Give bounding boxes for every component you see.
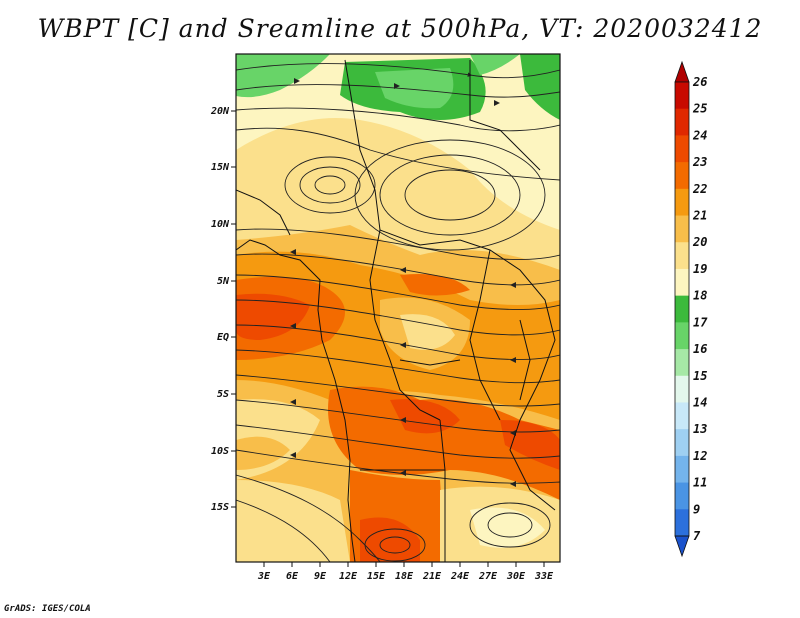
colorbar-label: 16 [693, 342, 707, 356]
lon-label: 30E [506, 571, 526, 582]
lon-label: 15E [367, 571, 386, 582]
colorbar-outline [674, 81, 690, 537]
lon-label: 21E [422, 571, 442, 582]
streamlines [236, 63, 560, 562]
colorbar-swatch [675, 242, 689, 270]
lon-label: 12E [339, 571, 358, 582]
colorbar-label: 22 [692, 182, 707, 196]
lat-label: EQ [217, 332, 229, 343]
lat-label: 15S [211, 502, 229, 513]
lat-label: 20N [210, 106, 230, 117]
colorbar-swatch [675, 82, 689, 110]
colorbar-swatch [675, 162, 689, 190]
lat-label: 5N [217, 276, 230, 287]
lat-label: 10N [211, 219, 230, 230]
colorbar-swatch [675, 108, 689, 136]
colorbar-swatch [675, 402, 689, 430]
colorbar-swatch [675, 322, 689, 350]
colorbar-label: 19 [693, 262, 707, 276]
lat-label: 15N [211, 162, 230, 173]
lon-label: 3E [257, 571, 271, 582]
lon-label: 27E [478, 571, 498, 582]
grads-credit: GrADS: IGES/COLA [4, 604, 91, 614]
wbpt-shading [236, 54, 560, 562]
colorbar-label: 12 [693, 449, 707, 463]
colorbar-swatch [675, 509, 689, 537]
colorbar-label: 23 [692, 155, 707, 169]
colorbar: 26 25 24 23 22 21 20 19 18 17 16 15 14 13 12 11 9 7 [674, 60, 708, 558]
lon-label: 6E [286, 571, 299, 582]
colorbar-swatch [675, 429, 689, 457]
colorbar-label: 11 [693, 476, 707, 490]
colorbar-swatch [675, 482, 689, 510]
lon-axis-labels: 3E 6E 9E 12E 15E 18E 21E 24E 27E 30E 33E [257, 571, 554, 582]
country-borders [236, 59, 556, 562]
colorbar-label: 17 [693, 315, 708, 329]
colorbar-top-arrow [674, 60, 690, 83]
colorbar-swatch [675, 215, 689, 243]
colorbar-label: 26 [692, 75, 707, 89]
lat-label: 5S [217, 389, 229, 400]
colorbar-swatch [675, 375, 689, 403]
colorbar-label: 13 [693, 422, 707, 436]
colorbar-bottom-arrow [674, 535, 690, 558]
map-frame [235, 53, 561, 563]
colorbar-swatch [675, 455, 689, 484]
lon-label: 24E [450, 571, 470, 582]
colorbar-swatch [675, 135, 689, 163]
colorbar-swatch [675, 295, 689, 323]
colorbar-label: 14 [693, 395, 707, 409]
colorbar-label: 25 [692, 102, 707, 116]
map-title: WBPT [C] and Sreamline at 500hPa, VT: 20… [37, 14, 763, 43]
colorbar-swatch [675, 349, 689, 377]
lat-axis-labels: 20N 15N 10N 5N EQ 5S 10S 15S [210, 106, 230, 513]
colorbar-label: 24 [692, 128, 707, 142]
colorbar-label: 9 [693, 502, 700, 516]
lon-label: 18E [395, 571, 414, 582]
lon-label: 9E [314, 571, 327, 582]
colorbar-label: 7 [693, 529, 701, 543]
colorbar-swatch [675, 188, 689, 217]
axis-ticks [231, 110, 545, 567]
streamline-arrows [290, 78, 516, 487]
colorbar-label: 18 [693, 289, 707, 303]
colorbar-label: 20 [692, 235, 707, 249]
lon-label: 33E [534, 571, 554, 582]
colorbar-swatch [675, 268, 689, 297]
lat-label: 10S [211, 446, 229, 457]
colorbar-label: 21 [692, 209, 707, 223]
colorbar-label: 15 [693, 369, 707, 383]
